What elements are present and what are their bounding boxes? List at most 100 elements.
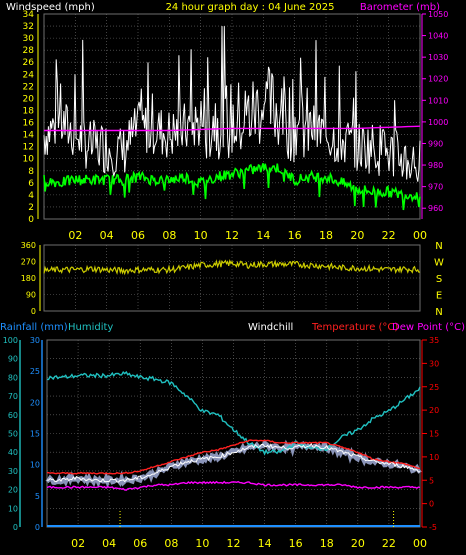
wind-x-tick-label: 22 (382, 229, 396, 242)
temp-x-tick-label: 18 (320, 537, 334, 550)
baro-y-tick-label: 1030 (428, 53, 448, 62)
compass-label-w: W (434, 258, 444, 269)
wind-x-tick-label: 12 (225, 229, 239, 242)
wind-y-tick-label: 6 (28, 179, 34, 189)
rain-y-tick-label: 10 (30, 461, 40, 470)
temp-y-tick-label: 0 (429, 500, 434, 509)
wind-y-tick-label: 2 (28, 203, 34, 213)
wind-x-tick-label: 20 (350, 229, 364, 242)
humidity-y-tick-label: 100 (3, 336, 18, 345)
wind-x-tick-label: 18 (319, 229, 333, 242)
temp-x-tick-label: 16 (289, 537, 303, 550)
temp-y-tick-label: 30 (429, 359, 439, 368)
rainfall-label: Rainfall (mm) (0, 322, 68, 333)
humidity-y-tick-label: 40 (8, 448, 18, 457)
wind-direction-line (43, 258, 421, 276)
wind-x-tick-label: 10 (194, 229, 208, 242)
humidity-y-tick-label: 10 (8, 504, 18, 513)
baro-y-tick-label: 990 (428, 139, 443, 148)
rain-y-tick-label: 25 (30, 367, 40, 376)
humidity-line (47, 370, 421, 456)
temp-x-tick-label: 08 (164, 537, 178, 550)
rain-y-tick-label: 20 (30, 398, 40, 407)
temp-y-tick-label: 5 (429, 476, 434, 485)
rain-y-tick-label: 15 (30, 430, 40, 439)
humidity-y-tick-label: 0 (13, 523, 18, 532)
temp-y-tick-label: 25 (429, 383, 439, 392)
wind-x-tick-label: 00 (413, 229, 427, 242)
wind-y-tick-label: 34 (23, 10, 35, 20)
wind-y-tick-label: 18 (23, 106, 35, 116)
wind-y-tick-label: 14 (23, 131, 35, 141)
wind-y-tick-label: 8 (28, 167, 34, 177)
wind-average-line (43, 163, 421, 211)
temp-x-tick-label: 06 (133, 537, 147, 550)
temp-x-tick-label: 12 (227, 537, 241, 550)
wind-x-tick-label: 02 (68, 229, 82, 242)
windchill-band (45, 439, 422, 489)
compass-label-n: N (435, 307, 442, 318)
temp-x-tick-label: 00 (413, 537, 427, 550)
compass-label-s: S (436, 274, 442, 285)
wind-y-tick-label: 20 (23, 94, 35, 104)
humidity-y-tick-label: 50 (8, 430, 18, 439)
baro-y-tick-label: 1010 (428, 96, 448, 105)
temp-y-tick-label: 15 (429, 430, 439, 439)
wind-y-tick-label: 16 (23, 119, 35, 129)
compass-label-n: N (435, 241, 442, 252)
wind-x-tick-label: 06 (131, 229, 145, 242)
wind-y-tick-label: 26 (23, 58, 35, 68)
wind-x-tick-label: 08 (162, 229, 176, 242)
barometer-line (44, 125, 421, 132)
barometer-label: Barometer (mb) (360, 2, 440, 13)
direction-y-tick-label: 90 (26, 291, 36, 300)
compass-label-e: E (436, 291, 442, 302)
graph-title: 24 hour graph day : 04 June 2025 (166, 2, 335, 13)
temperature-line (47, 439, 421, 475)
wind-y-tick-label: 24 (23, 70, 35, 80)
direction-y-tick-label: 180 (21, 274, 36, 283)
baro-y-tick-label: 1020 (428, 75, 448, 84)
temp-y-tick-label: -5 (429, 523, 437, 532)
wind-x-tick-label: 04 (100, 229, 114, 242)
temp-y-tick-label: 35 (429, 336, 439, 345)
gust-line (43, 26, 421, 182)
windchill-line (47, 442, 421, 483)
wind-y-tick-label: 4 (28, 191, 34, 201)
temp-y-tick-label: 10 (429, 453, 439, 462)
wind-y-tick-label: 28 (23, 46, 35, 56)
rain-y-tick-label: 30 (30, 336, 40, 345)
humidity-y-tick-label: 90 (8, 355, 18, 364)
temp-y-tick-label: 20 (429, 406, 439, 415)
dewpoint-label: Dew Point (°C) (392, 322, 465, 333)
dewpoint-line (46, 480, 421, 491)
baro-y-tick-label: 970 (428, 183, 443, 192)
humidity-y-tick-label: 80 (8, 373, 18, 382)
wind-x-tick-label: 16 (288, 229, 302, 242)
baro-y-tick-label: 1050 (428, 10, 448, 19)
wind-y-tick-label: 12 (23, 143, 34, 153)
humidity-y-tick-label: 20 (8, 486, 18, 495)
wind-x-tick-label: 14 (256, 229, 270, 242)
temp-x-tick-label: 04 (102, 537, 116, 550)
wind-y-tick-label: 10 (23, 155, 35, 165)
baro-y-tick-label: 980 (428, 161, 443, 170)
rain-y-tick-label: 5 (35, 492, 40, 501)
baro-y-tick-label: 1000 (428, 118, 448, 127)
windchill-label: Windchill (248, 322, 293, 333)
temp-x-tick-label: 22 (382, 537, 396, 550)
direction-y-tick-label: 360 (21, 241, 36, 250)
wind-y-tick-label: 0 (28, 215, 34, 225)
temp-x-tick-label: 02 (71, 537, 85, 550)
humidity-label: Humidity (68, 322, 113, 333)
baro-y-tick-label: 960 (428, 204, 443, 213)
wind-y-tick-label: 32 (23, 22, 34, 32)
baro-y-tick-label: 1040 (428, 32, 448, 41)
wind-y-tick-label: 22 (23, 82, 34, 92)
direction-y-tick-label: 0 (31, 307, 36, 316)
direction-y-tick-label: 270 (21, 258, 36, 267)
humidity-y-tick-label: 30 (8, 467, 18, 476)
temp-x-tick-label: 14 (258, 537, 272, 550)
humidity-y-tick-label: 70 (8, 392, 18, 401)
